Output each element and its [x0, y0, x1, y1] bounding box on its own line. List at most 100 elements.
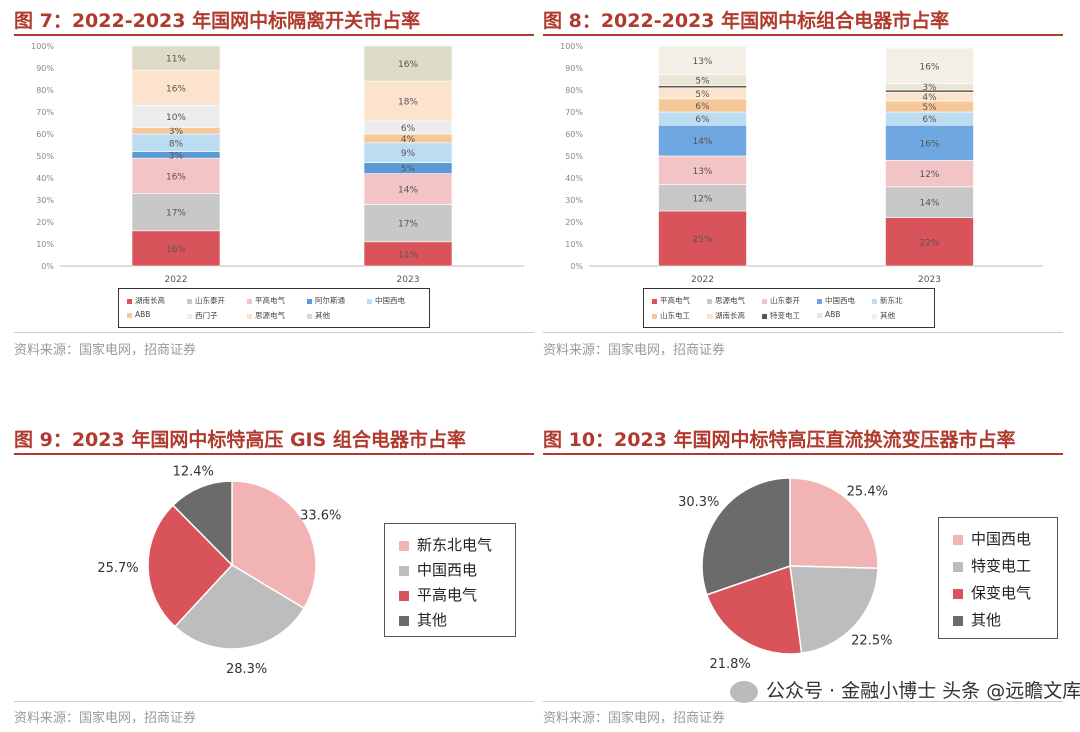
legend-item: 湖南长高 [707, 310, 745, 321]
legend-fig8: 平高电气 思源电气 山东泰开 中国西电 新东北 山东电工 湖南长高 特变电工 ABB 其他 [643, 288, 935, 328]
legend-label: 中国西电 [971, 530, 1032, 548]
legend-label: 中国西电 [825, 296, 855, 305]
legend-label: 特变电工 [971, 557, 1032, 575]
data-label: 25% [692, 235, 712, 245]
y-tick-label: 60% [36, 130, 54, 139]
legend-swatch [399, 540, 409, 551]
legend-swatch [127, 312, 132, 318]
watermark: 公众号 · 金融小博士 头条 @远瞻文库 [730, 676, 1080, 703]
data-label: 3% [169, 151, 184, 161]
slice-label: 25.7% [97, 561, 138, 576]
legend-label: 平高电气 [255, 296, 285, 305]
legend-item: 特变电工 [953, 555, 1031, 576]
bar-segment [885, 186, 974, 218]
legend-label: 山东电工 [660, 311, 690, 320]
legend-label: 中国西电 [375, 296, 405, 305]
legend-item: 思源电气 [247, 310, 285, 321]
legend-item: 中国西电 [399, 559, 477, 580]
legend-label: 保变电气 [971, 584, 1032, 602]
pie-slice [147, 504, 234, 628]
legend-swatch [872, 313, 877, 319]
legend-item: 阿尔斯通 [307, 295, 345, 306]
panel-fig10: 图 10：2023 年国网中标特高压直流换流变压器市占率 25.4% 22.5% 2… [543, 425, 1063, 726]
slice-label: 33.6% [300, 509, 341, 524]
data-label: 6% [695, 102, 710, 112]
legend-item: 平高电气 [399, 584, 477, 605]
y-tick-label: 10% [36, 240, 54, 249]
bar-segment [658, 45, 747, 75]
source-rule [14, 701, 534, 702]
panel-title: 图 9：2023 年国网中标特高压 GIS 组合电器市占率 [14, 429, 466, 451]
y-tick-label: 60% [565, 130, 583, 139]
bar-segment [658, 210, 747, 267]
data-label: 12% [692, 194, 712, 204]
slice-label: 25.4% [847, 485, 888, 500]
data-label: 22% [919, 238, 939, 248]
pie-slice [701, 477, 791, 596]
data-label: 13% [692, 167, 712, 177]
panel-title: 图 8：2022-2023 年国网中标组合电器市占率 [543, 10, 950, 32]
slice-label: 22.5% [851, 634, 892, 649]
data-label: 4% [401, 135, 416, 145]
legend-label: 思源电气 [715, 296, 745, 305]
y-tick-label: 10% [565, 240, 583, 249]
legend-item: 其他 [953, 609, 1001, 630]
bar-segment [885, 217, 974, 267]
data-label: 4% [922, 93, 937, 103]
bar-segment [885, 160, 974, 188]
watermark-text: 公众号 · 金融小博士 头条 @远瞻文库 [766, 680, 1080, 702]
legend-item: ABB [127, 310, 150, 319]
legend-item: 思源电气 [707, 295, 745, 306]
bar-segment [131, 230, 221, 267]
y-tick-label: 100% [31, 42, 54, 51]
y-tick-label: 20% [565, 218, 583, 227]
x-tick-label: 2022 [165, 275, 188, 285]
legend-swatch [127, 298, 132, 304]
legend-label: 湖南长高 [715, 311, 745, 320]
legend-swatch [762, 313, 767, 319]
bar-segment [885, 124, 974, 161]
legend-fig7: 湖南长高 山东泰开 平高电气 阿尔斯通 中国西电 ABB 西门子 思源电气 其他 [118, 288, 430, 328]
data-label: 5% [922, 103, 937, 113]
y-tick-label: 40% [36, 174, 54, 183]
legend-swatch [707, 298, 712, 304]
data-label: 16% [919, 139, 939, 149]
legend-item: 特变电工 [762, 310, 800, 321]
legend-item: 新东北电气 [399, 534, 492, 555]
x-tick-label: 2022 [691, 275, 714, 285]
data-label: 13% [692, 57, 712, 67]
bar-segment [131, 69, 221, 106]
legend-label: 特变电工 [770, 311, 800, 320]
data-label: 6% [401, 124, 416, 134]
panel-fig7: 图 7：2022-2023 年国网中标隔离开关市占率 0% 10% 20% 30% 40… [14, 6, 534, 358]
title-rule [14, 453, 534, 455]
data-label: 11% [398, 250, 418, 260]
data-label: 10% [166, 113, 186, 123]
data-label: 5% [401, 165, 416, 175]
pie-chart-fig9: 33.6% 28.3% 25.7% 12.4% [97, 465, 341, 677]
legend-item: 西门子 [187, 310, 218, 321]
data-label: 3% [169, 127, 184, 137]
legend-swatch [247, 313, 252, 319]
legend-swatch [187, 313, 192, 319]
y-tick-label: 80% [565, 86, 583, 95]
y-tick-label: 20% [36, 218, 54, 227]
x-tick-label: 2023 [918, 275, 941, 285]
slice-label: 30.3% [678, 495, 719, 510]
data-label: 17% [166, 209, 186, 219]
legend-label: 新东北电气 [417, 536, 493, 554]
source-note: 资料来源：国家电网，招商证券 [14, 343, 197, 358]
y-tick-label: 30% [565, 196, 583, 205]
legend-label: 阿尔斯通 [315, 296, 345, 305]
x-tick-label: 2023 [397, 275, 420, 285]
legend-swatch [953, 588, 963, 599]
pie-slice [705, 564, 803, 655]
legend-swatch [367, 298, 372, 304]
y-tick-label: 80% [36, 86, 54, 95]
legend-label: 平高电气 [660, 296, 690, 305]
title-rule [14, 34, 534, 36]
legend-swatch [187, 298, 192, 304]
legend-swatch [953, 534, 963, 545]
legend-swatch [399, 615, 409, 626]
legend-item: 平高电气 [247, 295, 285, 306]
